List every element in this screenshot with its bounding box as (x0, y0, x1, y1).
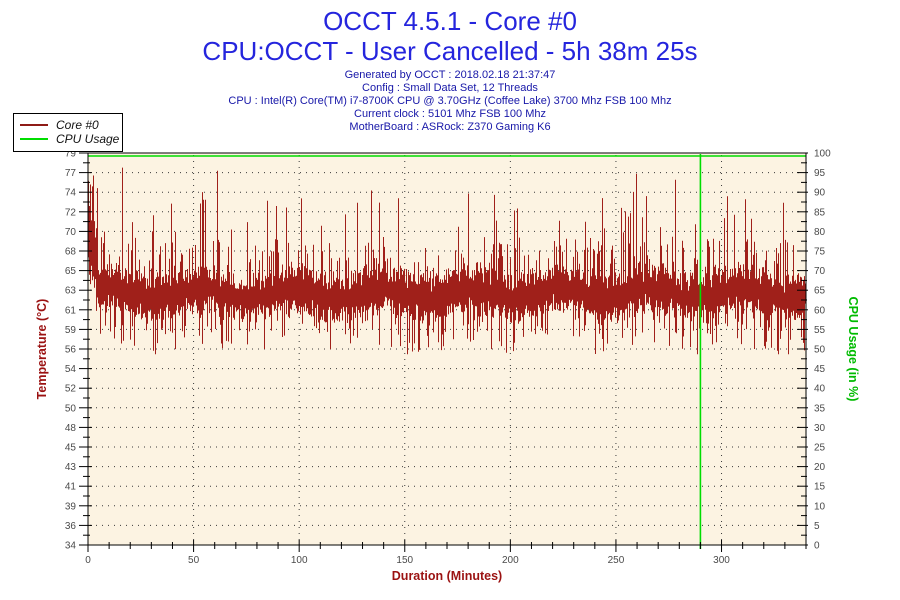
y-left-tick-label: 61 (65, 305, 77, 316)
y-left-tick-label: 36 (65, 521, 77, 532)
y-right-tick-label: 25 (814, 443, 826, 454)
y-right-tick-label: 30 (814, 423, 826, 434)
y-right-tick-label: 75 (814, 247, 826, 258)
y-right-tick-label: 100 (814, 149, 831, 160)
page-title: OCCT 4.5.1 - Core #0 (323, 6, 577, 36)
y-left-tick-label: 34 (65, 541, 77, 552)
y-right-tick-label: 45 (814, 364, 826, 375)
info-generated-by: Generated by OCCT : 2018.02.18 21:37:47 (344, 69, 556, 81)
y-left-tick-label: 59 (65, 325, 77, 336)
y-right-tick-label: 20 (814, 462, 826, 473)
data-layer (88, 154, 806, 549)
y-right-tick-label: 10 (814, 501, 826, 512)
y-left-tick-label: 39 (65, 501, 77, 512)
plot-area-background (88, 153, 806, 545)
y-right-tick-label: 90 (814, 188, 826, 199)
y-right-tick-label: 85 (814, 207, 826, 218)
y-left-tick-label: 50 (65, 403, 77, 414)
info-motherboard: MotherBoard : ASRock: Z370 Gaming K6 (349, 121, 551, 133)
y-left-tick-label: 54 (65, 364, 77, 375)
legend-item-core0: Core #0 (20, 118, 116, 132)
y-right-tick-label: 80 (814, 227, 826, 238)
y-left-tick-label: 77 (65, 168, 77, 179)
cpu-usage-line-swatch-icon (20, 138, 48, 140)
y-right-tick-label: 70 (814, 266, 826, 277)
y-right-tick-label: 50 (814, 345, 826, 356)
x-tick-label: 0 (85, 555, 91, 566)
y-left-axis-title: Temperature (°C) (35, 299, 49, 400)
y-right-tick-label: 55 (814, 325, 826, 336)
x-tick-label: 300 (713, 555, 730, 566)
y-left-tick-label: 52 (65, 384, 77, 395)
y-left-tick-label: 72 (65, 207, 77, 218)
y-right-tick-label: 95 (814, 168, 826, 179)
y-left-tick-label: 79 (65, 149, 77, 160)
y-left-tick-label: 70 (65, 227, 77, 238)
y-left-tick-label: 41 (65, 482, 77, 493)
x-tick-label: 50 (188, 555, 200, 566)
x-axis-title: Duration (Minutes) (392, 569, 502, 583)
y-right-tick-label: 40 (814, 384, 826, 395)
y-right-axis-title: CPU Usage (in %) (846, 297, 860, 402)
legend-item-cpu-usage: CPU Usage (20, 132, 120, 146)
y-left-tick-label: 63 (65, 286, 77, 297)
generation-info: Generated by OCCT : 2018.02.18 21:37:47 … (0, 69, 900, 134)
y-right-tick-label: 15 (814, 482, 826, 493)
y-left-tick-label: 48 (65, 423, 77, 434)
info-config: Config : Small Data Set, 12 Threads (362, 82, 538, 94)
tick-layer (79, 152, 808, 552)
info-current-clock: Current clock : 5101 Mhz FSB 100 Mhz (354, 108, 546, 120)
core0-line-swatch-icon (20, 124, 48, 126)
y-left-tick-label: 65 (65, 266, 77, 277)
y-right-tick-label: 0 (814, 541, 820, 552)
y-left-tick-label: 43 (65, 462, 77, 473)
page-subtitle: CPU:OCCT - User Cancelled - 5h 38m 25s (202, 36, 698, 66)
y-right-tick-label: 35 (814, 403, 826, 414)
y-right-tick-label: 65 (814, 286, 826, 297)
y-left-tick-label: 74 (65, 188, 77, 199)
chart-legend: Core #0 CPU Usage (13, 113, 123, 152)
y-left-tick-label: 45 (65, 443, 77, 454)
y-right-tick-label: 5 (814, 521, 820, 532)
y-right-tick-label: 60 (814, 305, 826, 316)
y-left-tick-label: 68 (65, 247, 77, 258)
info-cpu: CPU : Intel(R) Core(TM) i7-8700K CPU @ 3… (228, 95, 672, 107)
x-tick-label: 150 (396, 555, 413, 566)
x-tick-label: 200 (502, 555, 519, 566)
x-tick-label: 100 (291, 555, 308, 566)
legend-label-core0: Core #0 (56, 118, 99, 132)
y-left-tick-label: 56 (65, 345, 77, 356)
legend-label-cpu-usage: CPU Usage (56, 132, 120, 146)
x-tick-label: 250 (608, 555, 625, 566)
